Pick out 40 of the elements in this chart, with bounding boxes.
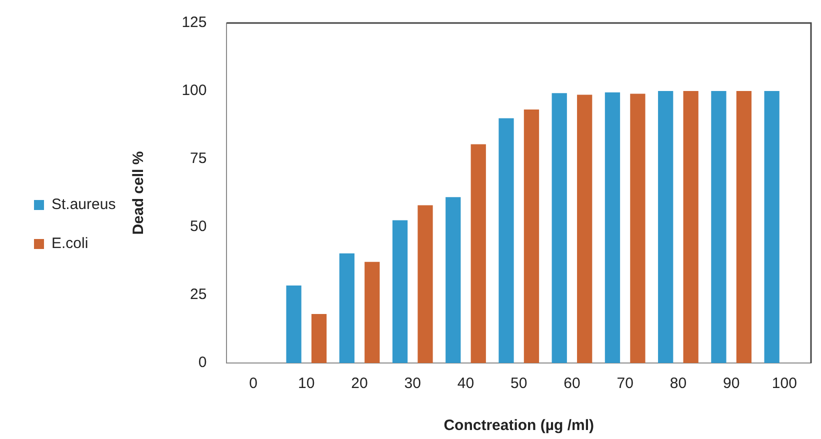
legend-label: St.aureus: [52, 196, 116, 214]
x-tick-label: 90: [722, 375, 740, 392]
x-tick-label: 40: [457, 375, 474, 392]
bar: [524, 109, 540, 363]
y-tick-label: 25: [190, 286, 207, 304]
bar: [392, 220, 408, 363]
y-tick-label: 100: [182, 82, 207, 100]
bar: [736, 91, 752, 363]
bar: [683, 91, 698, 363]
bar: [577, 94, 592, 363]
y-axis-title: Dead cell %: [130, 151, 147, 235]
bar: [658, 91, 674, 363]
bar: [286, 285, 302, 363]
x-tick-label: 100: [772, 375, 797, 392]
bar: [630, 94, 646, 363]
x-tick-label: 30: [404, 375, 421, 392]
bar: [498, 118, 514, 363]
y-tick-label: 125: [182, 14, 207, 32]
x-tick-label: 20: [351, 375, 368, 392]
x-tick-label: 50: [510, 375, 528, 392]
x-tick-label: 70: [616, 375, 634, 392]
x-tick-label: 10: [298, 375, 315, 392]
y-tick-label: 0: [198, 354, 207, 372]
bar: [552, 93, 567, 363]
y-tick-label: 75: [190, 150, 207, 168]
bar: [364, 262, 380, 363]
bar: [764, 91, 780, 363]
y-tick-label: 50: [190, 218, 207, 236]
x-axis-title: Conctreation (µg /ml): [444, 417, 594, 434]
bar: [418, 205, 433, 363]
bar: [711, 91, 726, 363]
x-tick-label: 60: [564, 375, 580, 392]
bar: [339, 253, 354, 363]
legend-label: E.coli: [52, 235, 88, 252]
bar: [311, 314, 327, 363]
x-tick-label: 0: [249, 375, 258, 392]
bar: [604, 92, 620, 363]
bar: [446, 197, 461, 363]
x-tick-label: 80: [670, 375, 687, 392]
bar: [470, 144, 486, 363]
